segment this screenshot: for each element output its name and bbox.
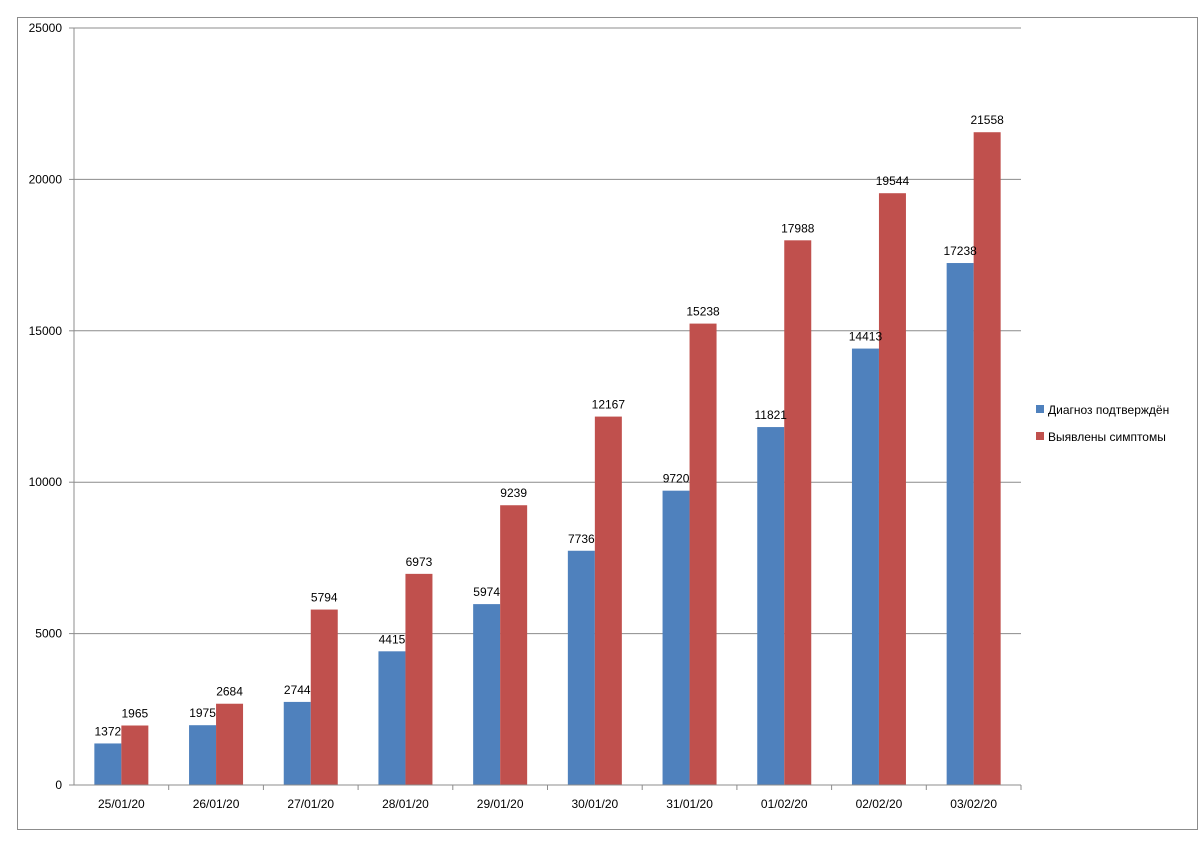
bar [851, 348, 879, 785]
x-tick-label: 03/02/20 [950, 797, 997, 811]
x-tick-label: 28/01/20 [382, 797, 429, 811]
bar-value-label: 9720 [663, 472, 690, 486]
bar [500, 505, 528, 785]
legend-swatch [1036, 432, 1044, 440]
legend: Диагноз подтверждён Выявлены симптомы [1036, 403, 1169, 444]
bar [878, 193, 906, 785]
legend-label: Диагноз подтверждён [1048, 403, 1169, 417]
bar [757, 427, 785, 785]
bars [94, 132, 1001, 786]
legend-swatch [1036, 405, 1044, 413]
bar [946, 263, 974, 786]
bar-value-label: 17238 [943, 244, 977, 258]
x-tick-label: 01/02/20 [761, 797, 808, 811]
bar-value-label: 1965 [121, 706, 148, 720]
bar [662, 490, 690, 785]
bar-value-label: 4415 [379, 632, 406, 646]
bar-value-label: 5794 [311, 591, 338, 605]
y-tick-label: 10000 [29, 475, 63, 489]
axes: 0 5000 10000 15000 20000 25000 25/01/20 26/01/2… [29, 21, 1022, 811]
bar-value-label: 7736 [568, 532, 595, 546]
bar-value-label: 14413 [849, 330, 883, 344]
y-tick-label: 25000 [29, 21, 63, 35]
bar-value-label: 12167 [592, 398, 626, 412]
bar-value-label: 2744 [284, 683, 311, 697]
bar-value-label: 1372 [94, 724, 121, 738]
x-tick-label: 02/02/20 [856, 797, 903, 811]
bar-value-label: 15238 [686, 305, 720, 319]
bar [473, 604, 501, 785]
x-tick-label: 26/01/20 [193, 797, 240, 811]
x-tick-label: 31/01/20 [666, 797, 713, 811]
legend-label: Выявлены симптомы [1048, 430, 1166, 444]
bar [216, 703, 244, 785]
bar [567, 550, 595, 785]
y-tick-label: 20000 [29, 172, 63, 186]
y-tick-label: 5000 [35, 627, 62, 641]
bar [689, 323, 717, 785]
bar [121, 725, 149, 785]
bar-value-label: 17988 [781, 221, 815, 235]
bar [189, 725, 217, 785]
bar-value-label: 5974 [473, 585, 500, 599]
bar-value-label: 2684 [216, 685, 243, 699]
x-tick-label: 27/01/20 [287, 797, 334, 811]
bar [973, 132, 1001, 785]
bar [594, 416, 622, 785]
bar [310, 609, 338, 785]
bar-value-label: 19544 [876, 174, 910, 188]
bar-value-label: 21558 [970, 113, 1004, 127]
bar [378, 651, 406, 785]
bar [784, 240, 812, 785]
y-tick-label: 15000 [29, 324, 63, 338]
y-tick-label: 0 [55, 778, 62, 792]
x-tick-label: 29/01/20 [477, 797, 524, 811]
bar [283, 701, 311, 785]
bar-value-label: 9239 [500, 486, 527, 500]
bar [405, 573, 433, 785]
bar [94, 743, 122, 785]
x-tick-label: 25/01/20 [98, 797, 145, 811]
bar-value-label: 11821 [755, 408, 788, 422]
bar-value-label: 6973 [406, 555, 433, 569]
bar-value-label: 1975 [189, 706, 216, 720]
x-tick-label: 30/01/20 [571, 797, 618, 811]
